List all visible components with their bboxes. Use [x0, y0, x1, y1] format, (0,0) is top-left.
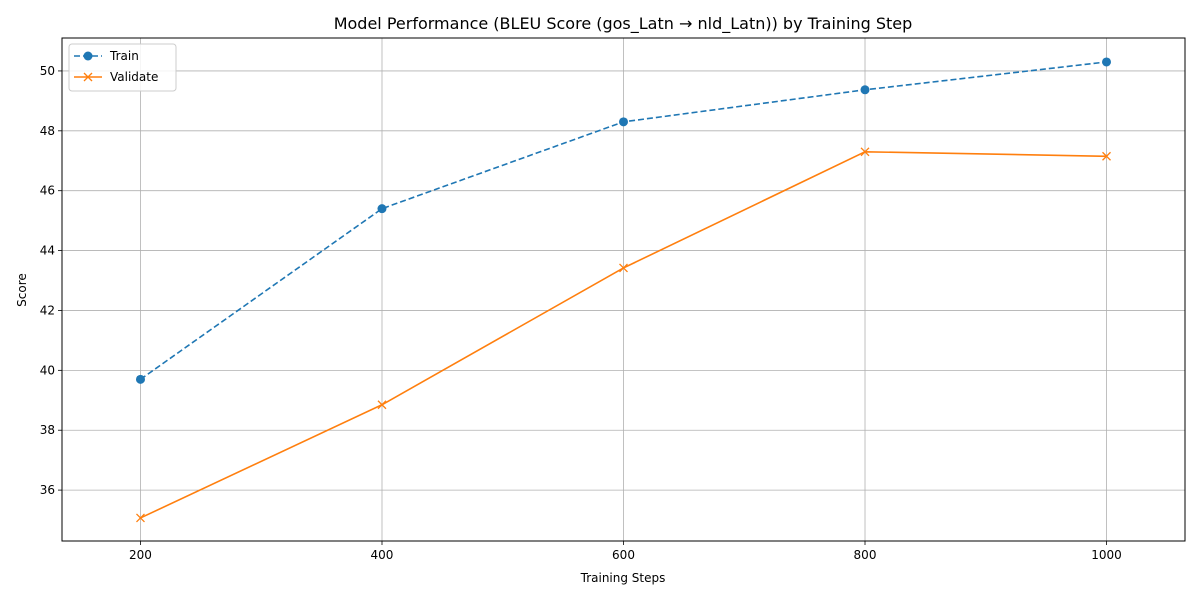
- data-point-train: [135, 374, 145, 384]
- data-point-train: [1102, 57, 1112, 67]
- x-tick-label: 600: [612, 548, 635, 562]
- data-point-validate: [136, 513, 145, 523]
- legend-label-validate: Validate: [110, 70, 158, 84]
- x-axis: 200 400 600 800 1000: [129, 541, 1122, 562]
- chart-title: Model Performance (BLEU Score (gos_Latn …: [334, 14, 913, 34]
- data-point-validate: [377, 400, 387, 410]
- y-tick-label: 38: [40, 423, 55, 437]
- x-tick-label: 400: [371, 548, 394, 562]
- y-tick-label: 50: [40, 64, 55, 78]
- y-tick-label: 46: [40, 184, 55, 198]
- grid: [62, 38, 1185, 541]
- legend-marker-validate: [83, 72, 93, 82]
- legend-item-train: Train: [74, 49, 139, 63]
- x-tick-label: 1000: [1091, 548, 1122, 562]
- series-train: [135, 57, 1112, 384]
- legend-label-train: Train: [109, 49, 139, 63]
- x-axis-label: Training Steps: [580, 571, 666, 585]
- legend-item-validate: Validate: [74, 70, 158, 84]
- legend-marker-train: [83, 51, 93, 61]
- x-tick-label: 800: [854, 548, 877, 562]
- x-tick-label: 200: [129, 548, 152, 562]
- data-point-train: [619, 117, 628, 127]
- y-tick-label: 44: [40, 244, 55, 258]
- y-axis-label: Score: [15, 273, 29, 307]
- series-group: [135, 57, 1112, 523]
- y-tick-label: 48: [40, 124, 55, 138]
- data-point-train: [860, 85, 870, 95]
- y-axis: 36 38 40 42 44 46 48 50: [40, 64, 62, 497]
- y-tick-label: 42: [40, 303, 55, 317]
- legend: Train Validate: [68, 43, 177, 92]
- data-point-validate: [1102, 151, 1111, 161]
- data-point-validate: [860, 147, 870, 157]
- data-point-train: [377, 204, 387, 214]
- series-validate: [136, 147, 1111, 523]
- data-point-validate: [619, 263, 628, 273]
- y-tick-label: 40: [40, 363, 55, 377]
- y-tick-label: 36: [40, 483, 55, 497]
